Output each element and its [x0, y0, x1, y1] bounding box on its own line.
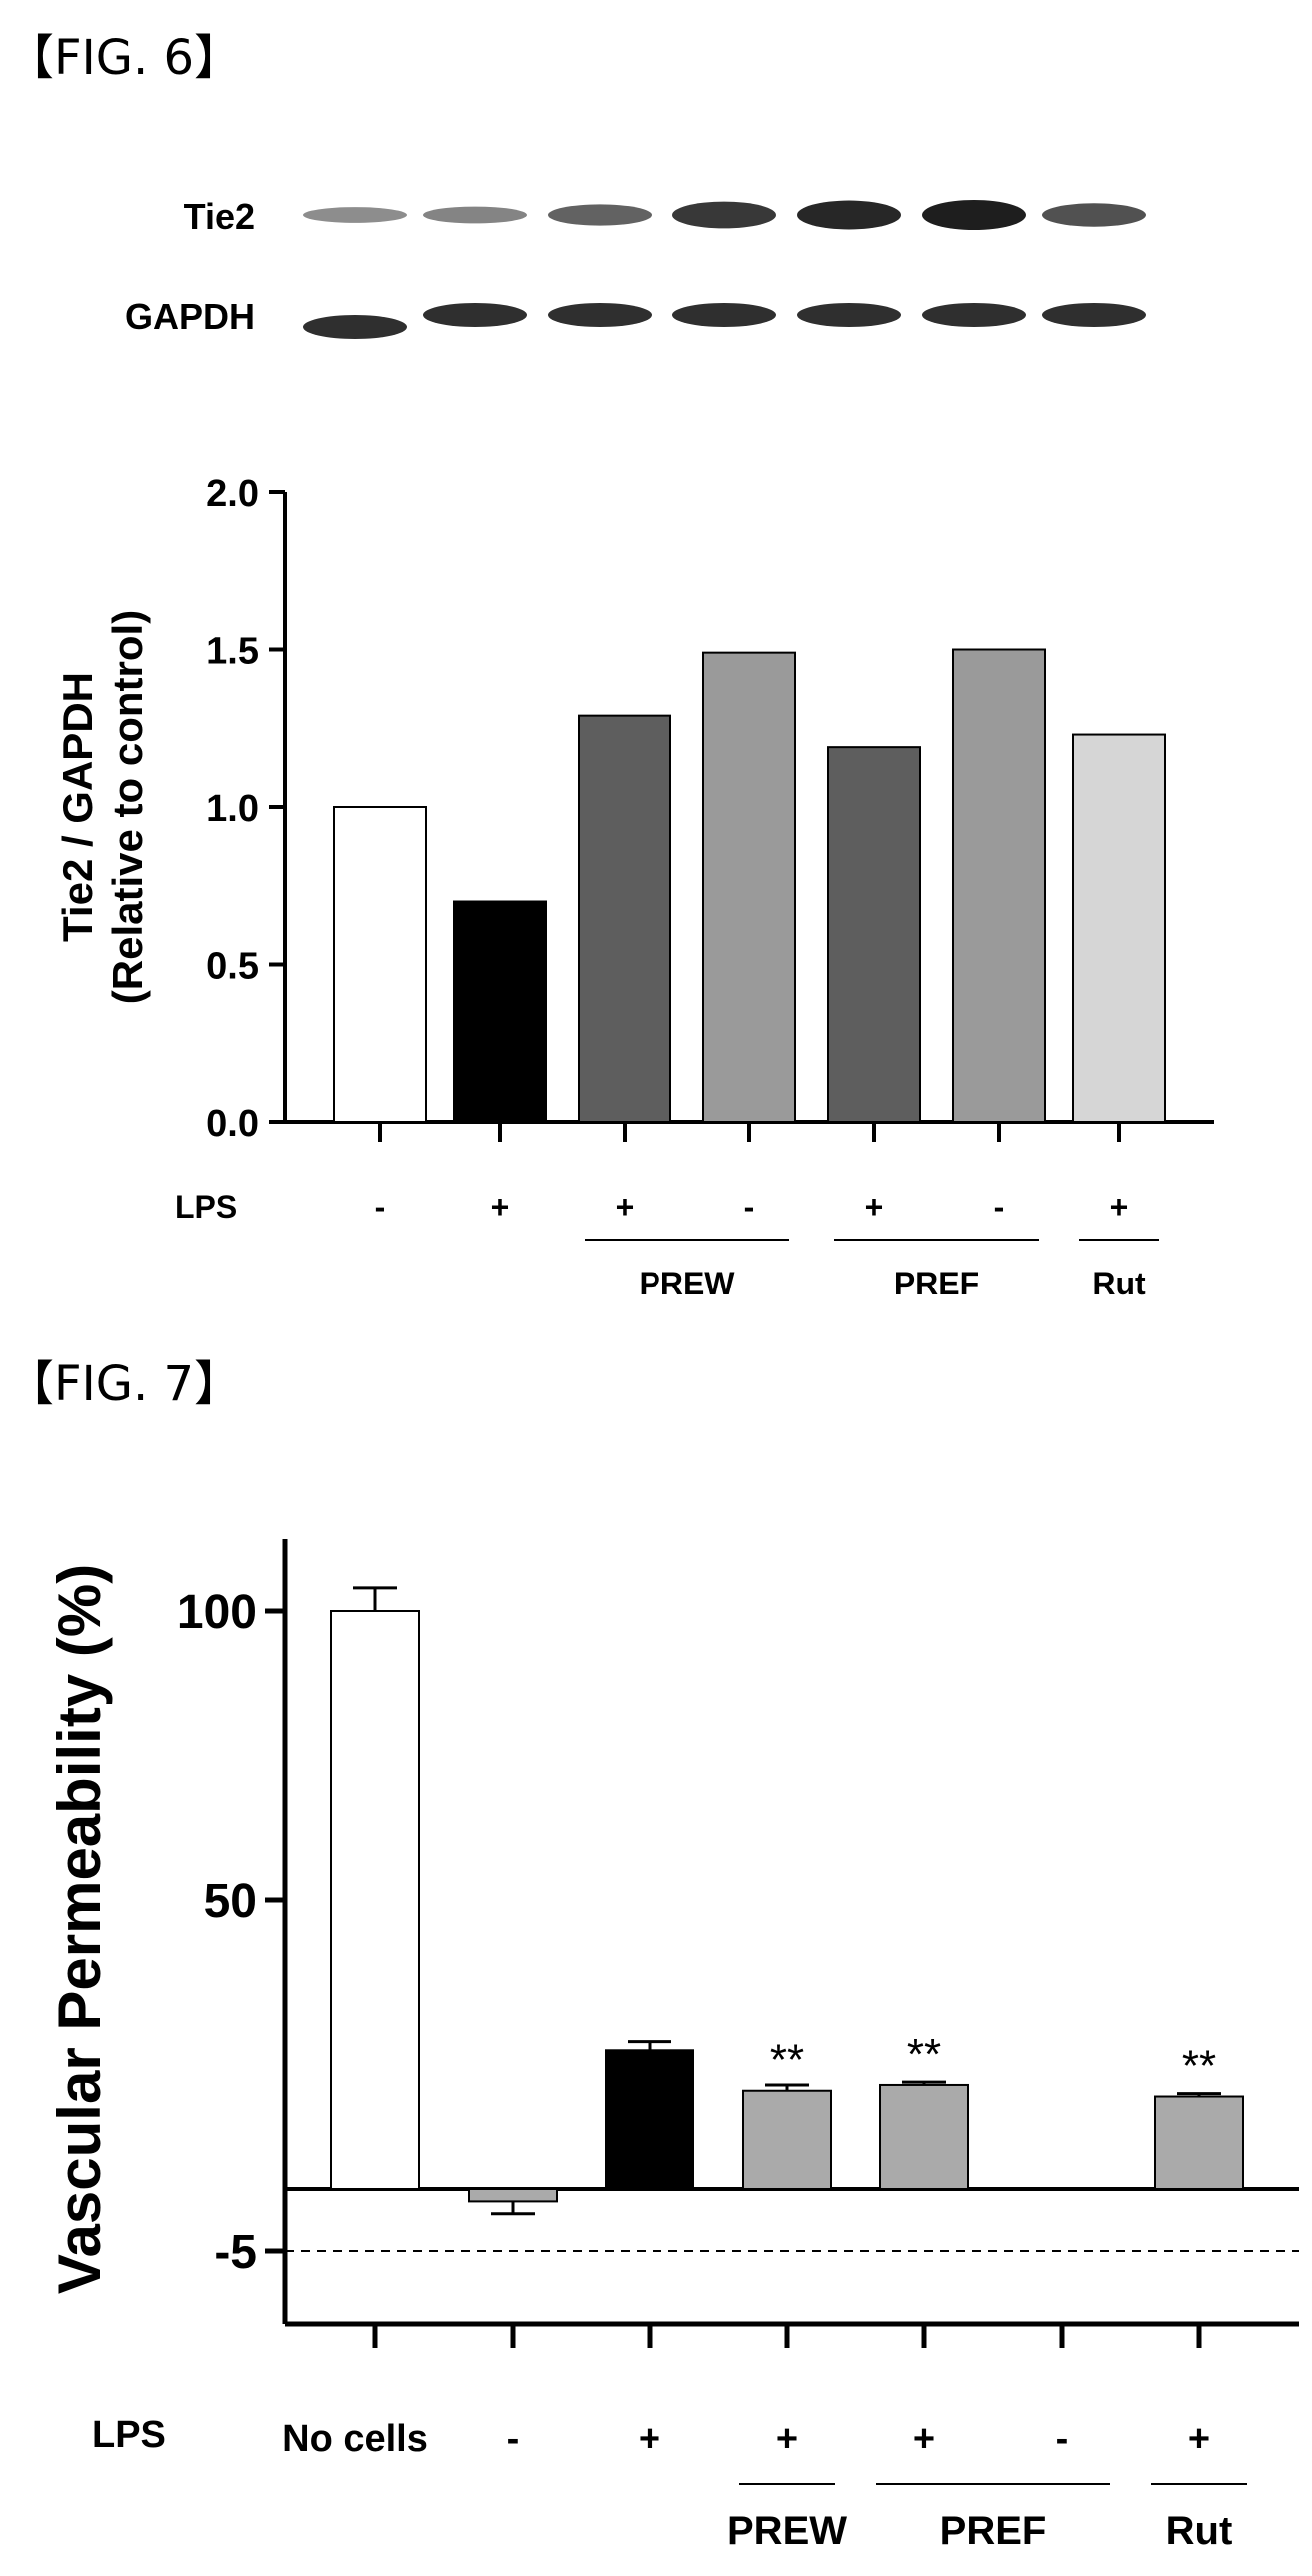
y-tick-label: 2.0 — [206, 473, 259, 515]
x-category-label: + — [776, 2418, 798, 2460]
group-label: PREF — [940, 2509, 1047, 2553]
x-category-label: + — [865, 1189, 884, 1225]
western-blot: Tie2 GAPDH — [125, 196, 1146, 339]
group-label: PREW — [727, 2509, 847, 2553]
blot-band — [303, 315, 407, 339]
vascular-permeability-bar-chart: -5 50 100 Vascular Permeability (%) No cells… — [46, 1539, 1299, 2553]
group-label: Rut — [1166, 2509, 1233, 2553]
y-tick-label: 1.5 — [206, 631, 259, 673]
bar — [330, 1610, 420, 2190]
y-tick-label: -5 — [214, 2226, 257, 2279]
x-category-label: + — [1110, 1189, 1129, 1225]
significance-marker: ** — [770, 2036, 804, 2085]
blot-band — [672, 201, 776, 229]
figure-6-label: 【FIG. 6】 — [6, 30, 243, 86]
blot-band — [922, 200, 1026, 230]
group-label: PREW — [640, 1266, 736, 1301]
blot-row-label: Tie2 — [184, 196, 255, 237]
bar — [827, 746, 921, 1123]
blot-band — [423, 206, 527, 224]
x-category-label: + — [1188, 2418, 1210, 2460]
y-tick-label: 0.5 — [206, 946, 259, 988]
blot-band — [797, 303, 901, 327]
bar — [879, 2083, 969, 2191]
blot-band — [548, 204, 652, 226]
bar — [333, 806, 427, 1123]
blot-row-label: GAPDH — [125, 296, 255, 337]
x-category-label: - — [507, 2418, 520, 2460]
bar — [578, 714, 671, 1123]
x-category-label: - — [1056, 2418, 1069, 2460]
significance-marker: ** — [907, 2030, 941, 2079]
x-category-label: + — [616, 1189, 635, 1225]
x-category-label: - — [994, 1189, 1005, 1225]
blot-band — [922, 303, 1026, 327]
row-label-lps: LPS — [92, 2414, 166, 2456]
blot-band — [797, 200, 901, 230]
blot-band — [1042, 203, 1146, 227]
group-label: Rut — [1092, 1266, 1146, 1301]
y-tick-label: 0.0 — [206, 1103, 259, 1145]
x-category-label: - — [744, 1189, 755, 1225]
significance-marker: ** — [1182, 2042, 1216, 2091]
bar — [952, 648, 1046, 1123]
y-axis-label: Vascular Permeability (%) — [46, 1564, 113, 2294]
blot-band — [423, 303, 527, 327]
tie2-bar-chart: 0.0 0.5 1.0 1.5 2.0 Tie2 / GAPDH(Relative to … — [54, 473, 1214, 1301]
bar — [742, 2089, 832, 2190]
figure-7-label: 【FIG. 7】 — [6, 1356, 243, 1412]
bar — [702, 651, 796, 1123]
blot-band — [303, 207, 407, 223]
blot-band — [548, 303, 652, 327]
y-tick-label: 1.0 — [206, 788, 259, 830]
x-category-label: No cells — [282, 2418, 428, 2460]
blot-band — [672, 303, 776, 327]
bar — [468, 2188, 558, 2203]
y-axis-label: Tie2 / GAPDH(Relative to control) — [54, 610, 151, 1004]
x-category-label: + — [639, 2418, 660, 2460]
y-tick-label: 50 — [204, 1875, 257, 1928]
x-category-label: + — [913, 2418, 935, 2460]
blot-band — [1042, 303, 1146, 327]
x-category-label: + — [491, 1189, 510, 1225]
group-label: PREF — [894, 1266, 979, 1301]
x-category-label: - — [375, 1189, 386, 1225]
bar — [453, 900, 547, 1123]
row-label-lps: LPS — [175, 1189, 237, 1225]
y-tick-label: 100 — [177, 1586, 257, 1639]
bar — [1154, 2095, 1244, 2191]
bar — [605, 2049, 694, 2191]
bar — [1072, 733, 1166, 1123]
